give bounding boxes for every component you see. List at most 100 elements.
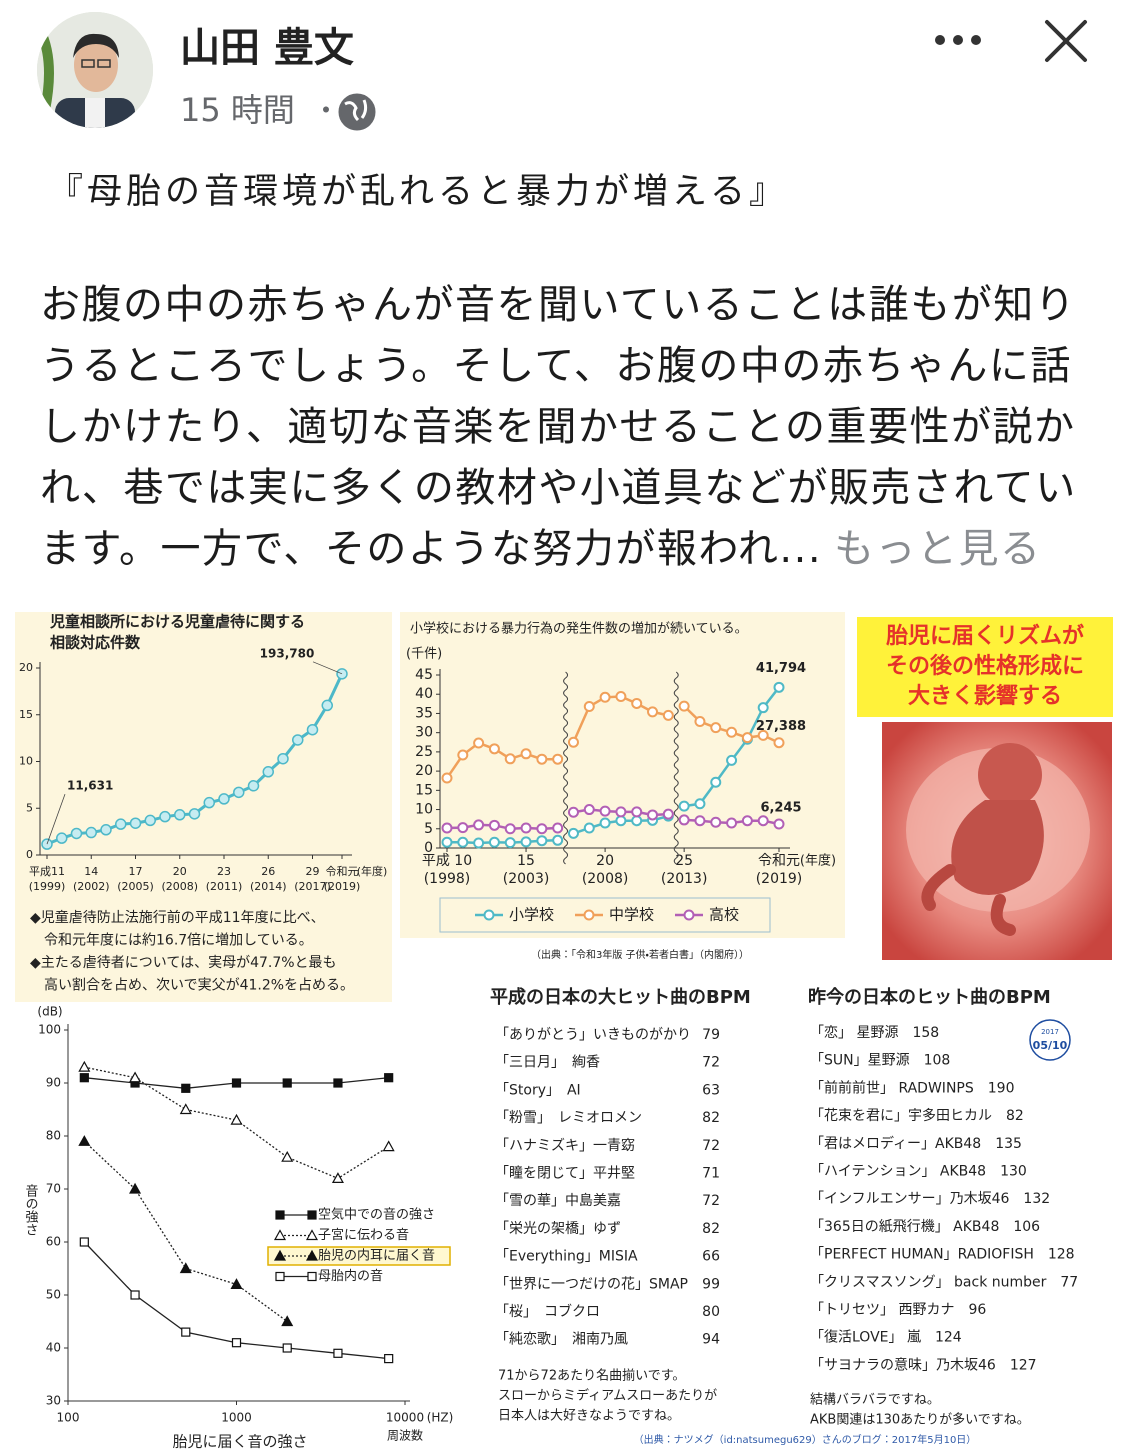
point <box>78 1060 91 1072</box>
y-tick-label: 70 <box>46 1182 61 1196</box>
point <box>144 814 156 827</box>
point <box>726 726 738 738</box>
point <box>757 729 769 741</box>
author-name[interactable]: 山田 豊文 <box>180 25 354 71</box>
more-options[interactable] <box>935 35 981 45</box>
y-tick-label: 5 <box>424 821 433 837</box>
point <box>174 809 186 821</box>
x-tick-sublabel: (1998) <box>424 871 471 887</box>
legend-marker <box>275 1210 285 1220</box>
y-tick-label: 35 <box>415 705 433 721</box>
point <box>70 827 83 840</box>
point <box>567 736 579 748</box>
fetus-image <box>882 722 1112 960</box>
point <box>321 699 333 712</box>
x-tick-label: 26 <box>261 865 275 878</box>
chart-title: 児童相談所における児童虐待に関する <box>49 613 305 631</box>
point <box>333 1078 343 1088</box>
stamp-text: 05/10 <box>1033 1039 1068 1052</box>
song: 「ハイテンション」 AKB48 <box>810 1164 986 1180</box>
value-label: 41,794 <box>756 661 806 676</box>
point <box>678 814 690 826</box>
point <box>457 822 469 834</box>
y-tick-label: 60 <box>46 1235 61 1249</box>
song: 「クリスマスソング」 back number <box>810 1274 1047 1290</box>
point <box>181 1327 191 1337</box>
song-row: 「ハイテンション」 AKB48 130 <box>810 1164 1027 1180</box>
rhythm-box <box>857 617 1113 717</box>
see-more[interactable]: もっと見る <box>834 526 1042 572</box>
y-tick-label: 25 <box>415 744 433 760</box>
bpm: 135 <box>995 1136 1022 1152</box>
y-tick-label: 80 <box>46 1129 61 1143</box>
y-axis-title: 音の強さ <box>23 1184 39 1236</box>
point <box>726 754 738 766</box>
point <box>583 822 595 834</box>
separator: ・ <box>312 94 340 127</box>
point <box>281 1315 294 1327</box>
x-tick-sublabel: (2017) <box>294 880 331 893</box>
point <box>277 752 289 765</box>
x-tick-label: 15 <box>517 853 535 869</box>
point <box>331 1172 344 1183</box>
point <box>662 808 674 820</box>
x-tick-label: 14 <box>84 865 98 878</box>
point <box>488 743 500 755</box>
bpm: 72 <box>702 1193 720 1209</box>
song: 「世界に一つだけの花」SMAP <box>495 1276 688 1292</box>
legend-label: 中学校 <box>609 906 654 924</box>
point <box>129 1071 142 1083</box>
x-tick-sublabel: (2019) <box>324 880 361 893</box>
legend-label: 高校 <box>709 906 739 924</box>
table-note: 71から72あたり名曲揃いです。 <box>498 1368 685 1384</box>
bpm: 82 <box>702 1110 720 1126</box>
song-row: 「インフルエンサー」乃木坂46 132 <box>810 1191 1050 1207</box>
bpm: 82 <box>1006 1108 1024 1124</box>
point <box>647 706 659 718</box>
song: 「恋」 星野源 <box>810 1025 898 1041</box>
audience-icon <box>338 93 376 131</box>
y-tick-label: 10 <box>19 755 33 768</box>
legend-marker <box>305 1249 319 1261</box>
song: 「ハナミズキ」一青窈 <box>495 1138 635 1154</box>
source: （出典：「令和3年版 子供・若者白書」（内閣府）） <box>531 948 749 961</box>
point <box>678 800 690 812</box>
x-tick-label: 23 <box>217 865 231 878</box>
leader <box>46 793 66 845</box>
point <box>726 817 738 829</box>
point <box>181 1083 191 1093</box>
point <box>631 806 643 818</box>
point <box>520 836 532 848</box>
bpm: 77 <box>1060 1274 1078 1290</box>
point <box>647 809 659 821</box>
point <box>473 837 485 849</box>
bpm: 82 <box>702 1221 720 1237</box>
point <box>757 702 769 714</box>
x-tick-sublabel: (2011) <box>206 880 243 893</box>
song: 「SUN」星野源 <box>810 1053 910 1069</box>
close-button[interactable] <box>1045 20 1087 62</box>
point <box>488 819 500 831</box>
x-tick-label: 100 <box>57 1411 80 1425</box>
legend-label: 空気中での音の強さ <box>318 1207 435 1223</box>
chart-title: 相談対応件数 <box>50 634 141 652</box>
song: 「365日の紙飛行機」 AKB48 <box>810 1219 999 1235</box>
point <box>504 823 516 835</box>
point <box>710 722 722 734</box>
point <box>247 780 260 792</box>
axis-break <box>563 671 569 865</box>
song: 「三日月」 絢香 <box>495 1055 600 1071</box>
bpm: 63 <box>702 1082 720 1098</box>
point <box>536 835 548 847</box>
x-tick-label: 令和元 <box>758 853 800 869</box>
point <box>552 834 564 846</box>
song: 「前前前世」 RADWINPS <box>810 1079 974 1096</box>
avatar[interactable] <box>37 12 153 138</box>
point <box>678 700 690 712</box>
post-time[interactable]: 15 時間 <box>180 91 295 129</box>
point <box>583 701 595 713</box>
legend-marker <box>583 909 595 921</box>
x-tick-label: 平成11 <box>29 865 65 878</box>
point <box>130 1290 140 1300</box>
bpm: 190 <box>988 1080 1015 1096</box>
